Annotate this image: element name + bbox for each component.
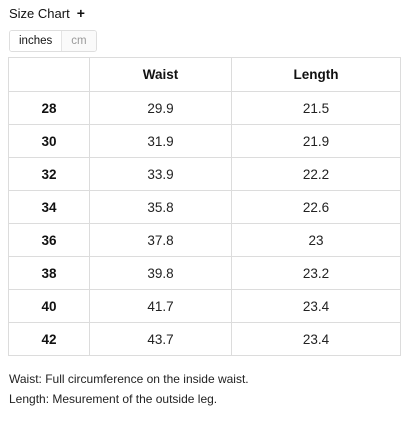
waist-cell: 37.8 <box>89 223 232 257</box>
size-cell: 38 <box>8 256 90 290</box>
size-cell: 32 <box>8 157 90 191</box>
size-cell: 28 <box>8 91 90 125</box>
waist-cell: 41.7 <box>89 289 232 323</box>
unit-option-cm[interactable]: cm <box>62 31 96 51</box>
waist-cell: 29.9 <box>89 91 232 125</box>
size-cell: 36 <box>8 223 90 257</box>
table-row: 36 37.8 23 <box>8 223 401 257</box>
size-notes: Waist: Full circumference on the inside … <box>9 369 249 409</box>
waist-cell: 43.7 <box>89 322 232 356</box>
header-size <box>8 57 90 92</box>
length-cell: 23.2 <box>231 256 401 290</box>
size-cell: 40 <box>8 289 90 323</box>
waist-cell: 39.8 <box>89 256 232 290</box>
expand-plus-icon[interactable]: + <box>76 5 85 21</box>
waist-note: Waist: Full circumference on the inside … <box>9 372 249 386</box>
header-waist: Waist <box>89 57 232 92</box>
length-cell: 21.5 <box>231 91 401 125</box>
size-table: Waist Length 28 29.9 21.5 30 31.9 21.9 3… <box>8 57 401 356</box>
table-row: 34 35.8 22.6 <box>8 190 401 224</box>
waist-cell: 33.9 <box>89 157 232 191</box>
table-row: 38 39.8 23.2 <box>8 256 401 290</box>
length-note: Length: Mesurement of the outside leg. <box>9 392 218 406</box>
length-cell: 23 <box>231 223 401 257</box>
table-row: 30 31.9 21.9 <box>8 124 401 158</box>
length-cell: 22.6 <box>231 190 401 224</box>
table-row: 28 29.9 21.5 <box>8 91 401 125</box>
length-cell: 23.4 <box>231 289 401 323</box>
size-cell: 30 <box>8 124 90 158</box>
waist-cell: 35.8 <box>89 190 232 224</box>
unit-toggle: inches cm <box>9 30 97 52</box>
size-chart-header[interactable]: Size Chart + <box>9 4 85 22</box>
length-cell: 22.2 <box>231 157 401 191</box>
length-cell: 21.9 <box>231 124 401 158</box>
header-length: Length <box>231 57 401 92</box>
size-chart-title: Size Chart <box>9 5 70 21</box>
table-row: 32 33.9 22.2 <box>8 157 401 191</box>
table-header-row: Waist Length <box>8 57 401 92</box>
table-row: 42 43.7 23.4 <box>8 322 401 356</box>
waist-cell: 31.9 <box>89 124 232 158</box>
table-row: 40 41.7 23.4 <box>8 289 401 323</box>
length-cell: 23.4 <box>231 322 401 356</box>
size-cell: 42 <box>8 322 90 356</box>
size-cell: 34 <box>8 190 90 224</box>
unit-option-inches[interactable]: inches <box>10 31 63 51</box>
